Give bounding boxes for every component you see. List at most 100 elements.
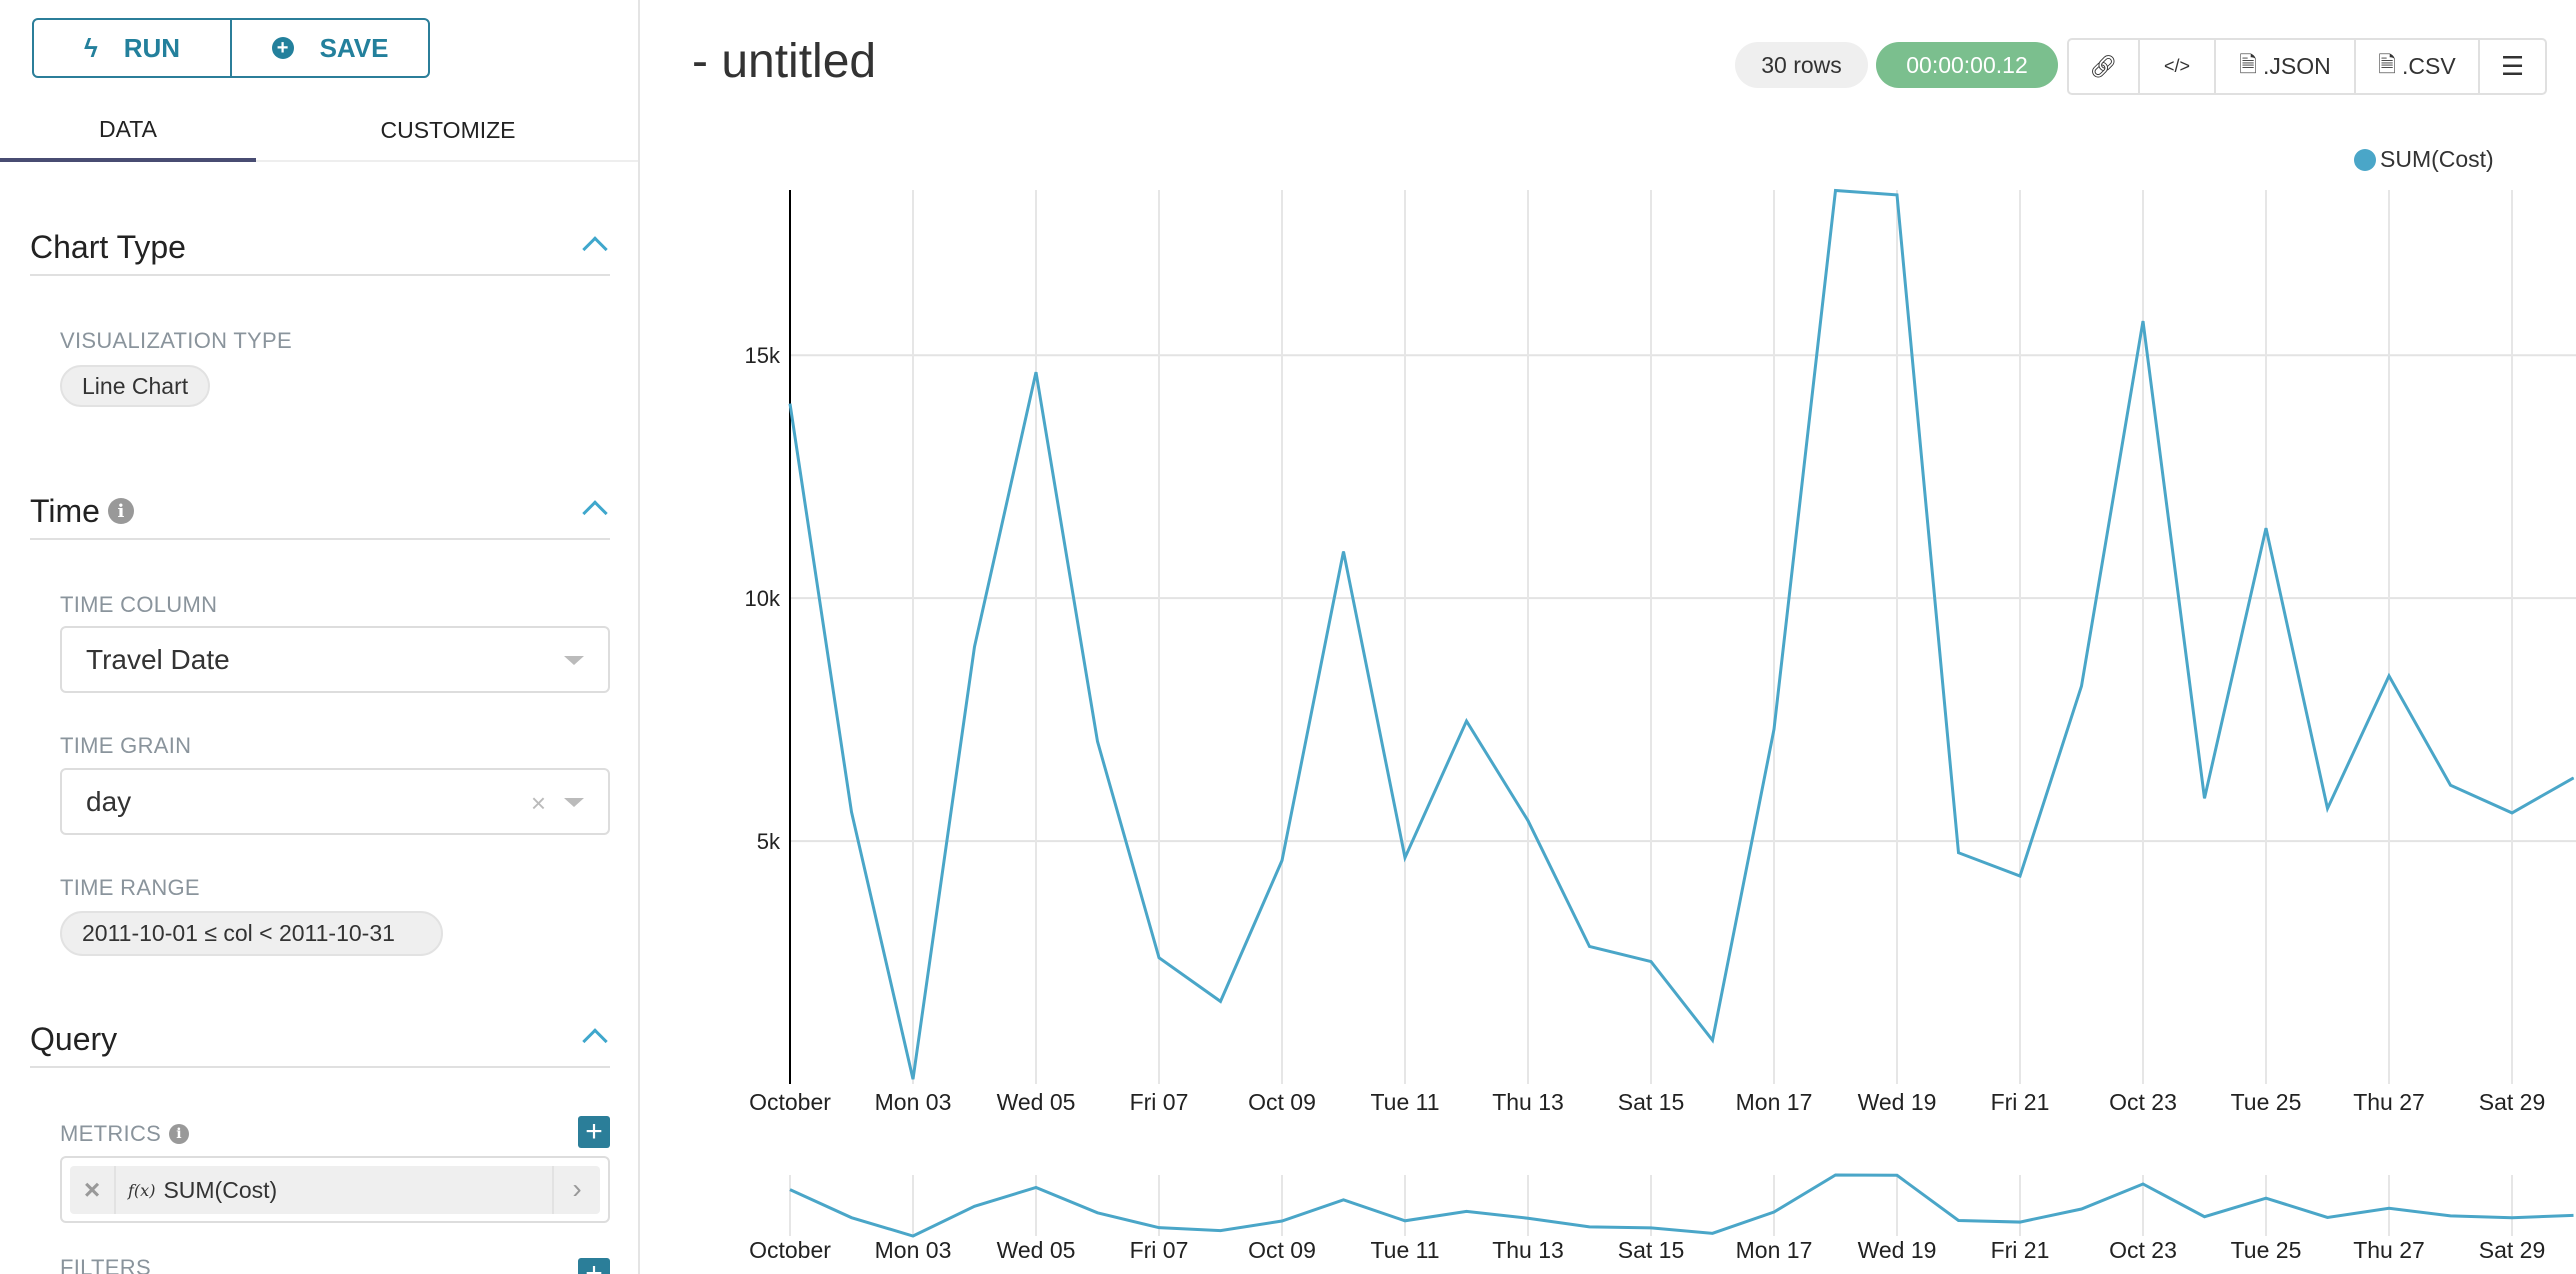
export-toolbar: 🔗︎ </> 🗎 .JSON 🗎 .CSV ☰ bbox=[2067, 38, 2547, 95]
legend-marker bbox=[2354, 148, 2376, 171]
data-point bbox=[1281, 860, 1283, 861]
data-point bbox=[2081, 685, 2082, 687]
export-csv-button[interactable]: 🗎 .CSV bbox=[2354, 40, 2478, 93]
caret-down-icon bbox=[564, 798, 584, 807]
overview-x-tick-label: Sat 15 bbox=[1618, 1237, 1685, 1263]
export-json-button[interactable]: 🗎 .JSON bbox=[2214, 40, 2354, 93]
save-label: SAVE bbox=[319, 32, 389, 63]
section-chart-type[interactable]: Chart Type bbox=[30, 220, 610, 276]
x-tick-label: Wed 19 bbox=[1858, 1089, 1937, 1115]
data-point bbox=[2265, 527, 2267, 529]
data-point bbox=[1773, 728, 1775, 730]
data-point bbox=[1404, 857, 1406, 859]
overview-x-tick-label: Oct 09 bbox=[1248, 1237, 1316, 1263]
save-button[interactable]: + SAVE bbox=[230, 20, 428, 76]
tab-data[interactable]: DATA bbox=[0, 100, 256, 162]
hamburger-icon: ☰ bbox=[2500, 51, 2525, 81]
overview-x-tick-label: Thu 27 bbox=[2353, 1237, 2425, 1263]
x-tick-label: Sat 29 bbox=[2479, 1089, 2546, 1115]
data-point bbox=[1035, 371, 1037, 373]
data-point bbox=[2573, 777, 2574, 779]
run-button[interactable]: ϟ RUN bbox=[34, 20, 230, 76]
data-point bbox=[2388, 675, 2390, 677]
overview-x-tick-label: Sat 29 bbox=[2479, 1237, 2546, 1263]
time-grain-label: TIME GRAIN bbox=[60, 733, 192, 758]
info-icon[interactable]: i bbox=[169, 1124, 190, 1144]
x-tick-label: October bbox=[749, 1089, 831, 1115]
overview-x-tick-label: October bbox=[749, 1237, 831, 1263]
menu-button[interactable]: ☰ bbox=[2478, 40, 2545, 93]
row-count-badge: 30 rows bbox=[1735, 42, 1868, 88]
time-range-pill[interactable]: 2011-10-01 ≤ col < 2011-10-31 bbox=[60, 911, 443, 956]
tab-customize[interactable]: CUSTOMIZE bbox=[256, 100, 638, 162]
x-tick-label: Oct 09 bbox=[1248, 1089, 1316, 1115]
data-point bbox=[1712, 1039, 1713, 1041]
metrics-box: × f(x) SUM(Cost) › bbox=[60, 1156, 610, 1223]
info-icon[interactable]: i bbox=[107, 498, 134, 524]
add-filter-button[interactable]: + bbox=[578, 1258, 610, 1274]
time-grain-select[interactable]: day × bbox=[60, 768, 610, 835]
x-tick-label: Thu 27 bbox=[2353, 1089, 2425, 1115]
x-tick-label: Thu 13 bbox=[1492, 1089, 1564, 1115]
caret-down-icon bbox=[564, 656, 584, 665]
code-icon: </> bbox=[2163, 56, 2191, 76]
overview-x-tick-label: Tue 11 bbox=[1370, 1237, 1439, 1263]
file-code-icon: 🗎 bbox=[2239, 51, 2257, 77]
overview-x-tick-label: Wed 05 bbox=[997, 1237, 1076, 1263]
data-point bbox=[1343, 550, 1344, 552]
bolt-icon: ϟ bbox=[83, 32, 98, 63]
section-query[interactable]: Query bbox=[30, 1012, 610, 1068]
metric-tag[interactable]: × f(x) SUM(Cost) › bbox=[70, 1166, 600, 1214]
tab-label: CUSTOMIZE bbox=[380, 116, 516, 143]
data-point bbox=[1958, 852, 1959, 854]
data-point bbox=[1527, 820, 1529, 822]
overview-x-tick-label: Mon 17 bbox=[1736, 1237, 1813, 1263]
tab-label: DATA bbox=[99, 115, 157, 142]
viz-type-pill[interactable]: Line Chart bbox=[60, 365, 211, 407]
remove-icon[interactable]: × bbox=[70, 1166, 116, 1214]
data-point bbox=[2511, 812, 2513, 814]
file-text-icon: 🗎 bbox=[2378, 51, 2396, 77]
data-point bbox=[2327, 808, 2328, 810]
csv-label: .CSV bbox=[2402, 53, 2456, 79]
overview-x-tick-label: Wed 19 bbox=[1858, 1237, 1937, 1263]
metric-value: SUM(Cost) bbox=[163, 1176, 278, 1203]
data-point bbox=[1896, 194, 1898, 196]
x-tick-label: Oct 23 bbox=[2109, 1089, 2177, 1115]
data-point bbox=[1158, 957, 1160, 959]
share-link-button[interactable]: 🔗︎ bbox=[2069, 40, 2138, 93]
overview-series-line bbox=[789, 1173, 2574, 1238]
data-point bbox=[789, 403, 791, 405]
filters-label: FILTERS bbox=[60, 1255, 151, 1274]
overview-x-tick-label: Fri 21 bbox=[1991, 1237, 2050, 1263]
control-panel: ϟ RUN + SAVE DATA CUSTOMIZE Chart Type V… bbox=[0, 0, 640, 1274]
run-label: RUN bbox=[123, 32, 181, 63]
overview-x-tick-label: Thu 13 bbox=[1492, 1237, 1564, 1263]
section-title: Chart Type bbox=[30, 228, 186, 265]
section-title: Time bbox=[30, 492, 100, 529]
time-column-select[interactable]: Travel Date bbox=[60, 626, 610, 693]
add-metric-button[interactable]: + bbox=[578, 1116, 610, 1148]
data-point bbox=[1097, 740, 1098, 742]
embed-code-button[interactable]: </> bbox=[2138, 40, 2214, 93]
data-point bbox=[2450, 784, 2451, 786]
data-point bbox=[912, 1078, 914, 1080]
section-time[interactable]: Time i bbox=[30, 484, 610, 540]
plus-circle-icon: + bbox=[271, 37, 294, 59]
data-point bbox=[1650, 961, 1652, 963]
metrics-label-text: METRICS bbox=[60, 1121, 162, 1146]
data-point bbox=[1835, 189, 1836, 191]
legend-label: SUM(Cost) bbox=[2380, 146, 2494, 172]
x-tick-label: Fri 21 bbox=[1991, 1089, 2050, 1115]
chevron-right-icon[interactable]: › bbox=[552, 1166, 600, 1214]
data-point bbox=[1589, 945, 1590, 947]
legend-item[interactable]: SUM(Cost) bbox=[2354, 146, 2494, 173]
time-column-label: TIME COLUMN bbox=[60, 592, 218, 617]
x-tick-label: Fri 07 bbox=[1130, 1089, 1189, 1115]
chart-title[interactable]: - untitled bbox=[692, 35, 877, 88]
y-tick-label: 15k bbox=[745, 343, 781, 368]
clear-icon[interactable]: × bbox=[530, 788, 546, 818]
data-point bbox=[1466, 720, 1467, 722]
data-point bbox=[2204, 797, 2205, 799]
